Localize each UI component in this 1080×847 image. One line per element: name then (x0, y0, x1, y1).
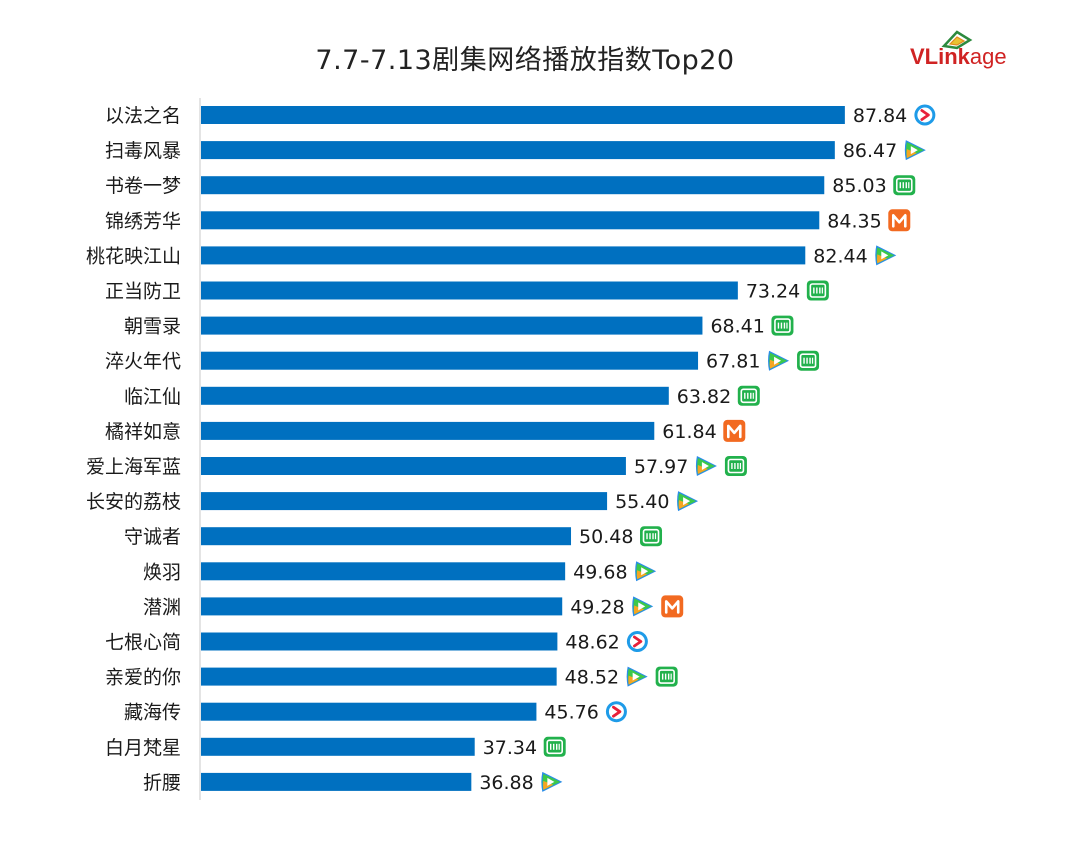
value-label: 67.81 (706, 351, 760, 373)
bar (201, 386, 669, 405)
value-label: 57.97 (634, 456, 688, 478)
vlinkage-logo-text: VLinkage (910, 44, 1007, 70)
bar (201, 702, 537, 721)
category-label: 亲爱的你 (105, 667, 181, 689)
category-label: 临江仙 (124, 386, 181, 408)
value-label: 50.48 (579, 526, 633, 548)
value-label: 82.44 (813, 245, 867, 267)
bar (201, 246, 806, 265)
tencent-video-icon (677, 491, 699, 512)
category-label: 淬火年代 (105, 351, 181, 373)
category-label: 扫毒风暴 (105, 140, 181, 162)
brand-part-1: VLink (910, 44, 970, 69)
bar (201, 632, 558, 651)
mango-tv-icon (888, 209, 911, 232)
tencent-video-icon (695, 456, 717, 476)
category-label: 折腰 (143, 772, 181, 794)
value-label: 36.88 (479, 772, 533, 794)
value-label: 49.28 (570, 596, 624, 618)
bar (201, 772, 472, 791)
tencent-video-icon (875, 245, 897, 266)
youku-icon (605, 701, 627, 723)
vlinkage-logo: VLinkage (910, 30, 1030, 80)
value-label: 63.82 (677, 386, 731, 408)
value-label: 55.40 (615, 491, 669, 513)
category-label: 桃花映江山 (86, 245, 181, 267)
mango-tv-icon (723, 419, 746, 442)
value-label: 87.84 (853, 105, 907, 127)
youku-icon (626, 631, 648, 652)
category-label: 朝雪录 (124, 316, 181, 338)
category-label: 以法之名 (105, 105, 181, 127)
value-label: 85.03 (832, 175, 886, 197)
bar (201, 211, 820, 230)
iqiyi-icon (640, 526, 663, 547)
iqiyi-icon (724, 456, 747, 476)
bar (201, 106, 845, 124)
value-label: 73.24 (746, 281, 800, 303)
value-label: 48.52 (565, 667, 619, 689)
bar (201, 492, 608, 511)
category-label: 书卷一梦 (105, 175, 181, 197)
tencent-video-icon (541, 771, 563, 792)
brand-part-2: age (969, 44, 1007, 69)
bar (201, 351, 699, 370)
bar (201, 176, 825, 195)
value-label: 45.76 (544, 702, 598, 724)
tencent-video-icon (904, 140, 926, 161)
iqiyi-icon (771, 315, 794, 336)
category-label: 长安的荔枝 (86, 491, 181, 513)
iqiyi-icon (797, 350, 820, 371)
value-label: 48.62 (565, 632, 619, 654)
mango-tv-icon (661, 595, 684, 618)
bar (201, 281, 738, 300)
youku-icon (914, 104, 936, 126)
category-label: 七根心简 (105, 632, 181, 654)
bar (201, 421, 655, 440)
category-label: 守诚者 (124, 526, 181, 548)
iqiyi-icon (893, 175, 916, 196)
bar (201, 667, 557, 686)
value-label: 49.68 (573, 561, 627, 583)
bar (201, 527, 572, 546)
bar (201, 316, 703, 335)
category-label: 白月梵星 (105, 737, 181, 759)
category-label: 锦绣芳华 (105, 210, 181, 232)
category-label: 潜渊 (143, 596, 181, 618)
category-label: 焕羽 (143, 561, 181, 583)
value-label: 37.34 (483, 737, 537, 759)
value-label: 84.35 (827, 210, 881, 232)
tencent-video-icon (632, 596, 654, 617)
category-label: 橘祥如意 (105, 421, 181, 443)
tencent-video-icon (626, 666, 648, 687)
category-label: 正当防卫 (105, 281, 181, 303)
iqiyi-icon (806, 280, 829, 301)
value-label: 86.47 (843, 140, 897, 162)
bar (201, 141, 835, 160)
value-label: 61.84 (662, 421, 716, 443)
bar (201, 457, 626, 475)
bar (201, 562, 566, 581)
chart-title: 7.7-7.13剧集网络播放指数Top20 (315, 45, 735, 76)
category-label: 爱上海军蓝 (86, 456, 181, 478)
value-label: 68.41 (710, 316, 764, 338)
category-label: 藏海传 (124, 702, 181, 724)
iqiyi-icon (655, 666, 678, 687)
iqiyi-icon (737, 385, 760, 406)
vlinkage-logo-mark-icon (941, 30, 973, 50)
tencent-video-icon (768, 350, 790, 371)
iqiyi-icon (543, 736, 566, 757)
bar (201, 737, 475, 756)
tencent-video-icon (635, 561, 657, 582)
bar (201, 597, 563, 616)
